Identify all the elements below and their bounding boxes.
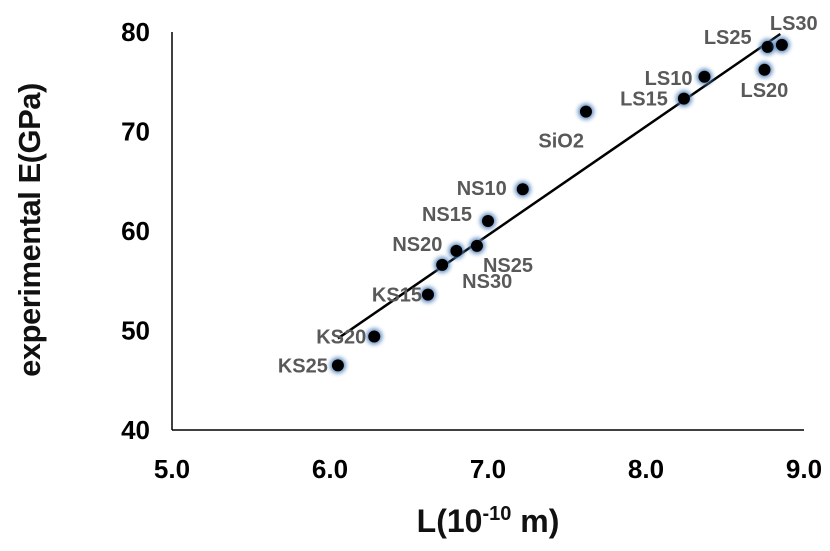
x-tick-label: 5.0	[154, 454, 190, 484]
data-point	[450, 244, 463, 257]
data-points	[329, 36, 790, 374]
point-label-ks25: KS25	[278, 355, 328, 377]
point-label-ks15: KS15	[372, 285, 422, 307]
point-label-ls10: LS10	[645, 68, 693, 90]
y-axis-label: experimental E(GPa)	[6, 30, 54, 430]
point-label-ls20: LS20	[741, 80, 789, 102]
point-label-ls25: LS25	[704, 27, 752, 49]
point-label-ks20: KS20	[316, 326, 366, 348]
point-label-ns25: NS25	[483, 255, 533, 277]
x-axis-label: L(10-10 m)	[0, 503, 830, 540]
x-axis-label-exponent: -10	[482, 503, 512, 525]
x-tick-label: 9.0	[786, 454, 822, 484]
y-tick-label: 70	[121, 117, 150, 147]
point-label-ns15: NS15	[422, 204, 472, 226]
x-tick-label: 8.0	[628, 454, 664, 484]
point-label-ns10: NS10	[457, 178, 507, 200]
data-point	[470, 239, 483, 252]
tick-labels: 5.0 6.0 7.0 8.0 9.0 40 50 60 70 80	[121, 17, 822, 484]
y-axis-label-text: experimental E(GPa)	[12, 83, 47, 377]
data-point	[775, 38, 788, 51]
point-labels: KS25 KS20 KS15 NS30 NS20 NS25 NS15 NS10 SiO2 LS15…	[278, 13, 818, 377]
trendline-group	[337, 32, 782, 340]
data-point	[421, 288, 434, 301]
y-tick-label: 50	[121, 316, 150, 346]
data-point	[516, 183, 529, 196]
data-point	[368, 330, 381, 343]
x-tick-label: 7.0	[470, 454, 506, 484]
data-point	[677, 92, 690, 105]
trendline	[337, 32, 782, 340]
y-tick-label: 60	[121, 216, 150, 246]
point-label-ns20: NS20	[392, 234, 442, 256]
point-label-sio2: SiO2	[538, 131, 584, 153]
data-point	[761, 40, 774, 53]
data-point	[698, 70, 711, 83]
data-point	[331, 359, 344, 372]
point-label-ls15: LS15	[620, 89, 668, 111]
data-point	[482, 215, 494, 228]
point-label-ns30: NS30	[462, 271, 512, 293]
x-tick-label: 6.0	[312, 454, 348, 484]
y-tick-label: 80	[121, 17, 150, 47]
data-point	[758, 63, 771, 76]
x-axis-label-base: L(10	[416, 503, 483, 539]
axes	[171, 32, 804, 431]
data-point	[579, 105, 592, 118]
y-tick-label: 40	[121, 415, 150, 445]
data-point	[436, 258, 449, 271]
x-axis-label-unit: m)	[511, 503, 560, 539]
point-label-ls30: LS30	[770, 13, 818, 35]
